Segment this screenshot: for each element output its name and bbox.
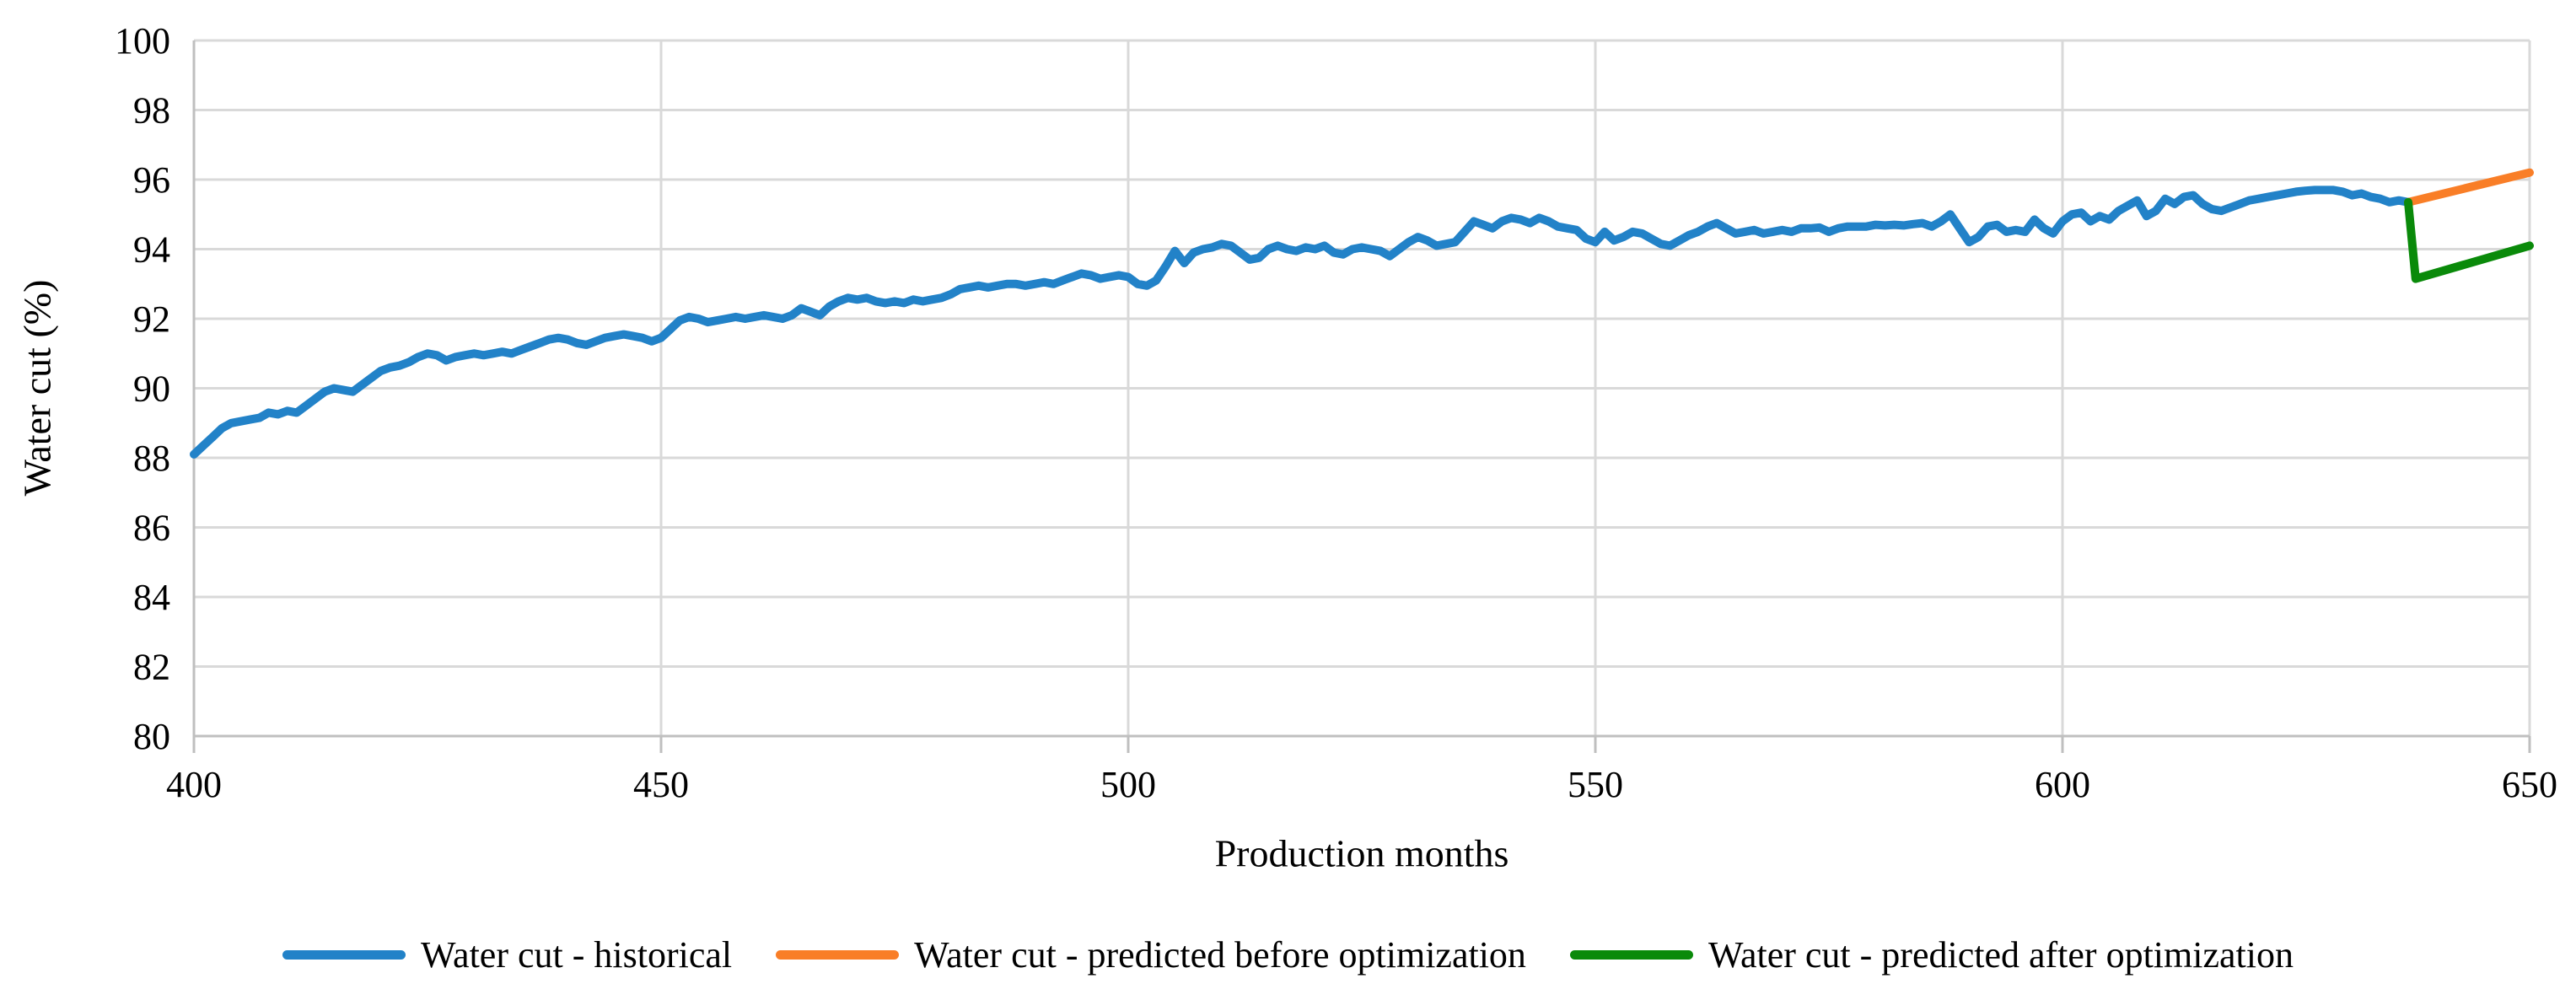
x-tick-label-550: 550 xyxy=(1568,764,1623,805)
legend-item-historical: Water cut - historical xyxy=(282,933,732,976)
legend-item-predicted-before: Water cut - predicted before optimizatio… xyxy=(776,933,1526,976)
y-axis-title: Water cut (%) xyxy=(15,279,59,497)
y-tick-label-80: 80 xyxy=(133,716,170,757)
chart-legend: Water cut - historical Water cut - predi… xyxy=(0,924,2576,985)
x-axis-title: Production months xyxy=(1214,831,1509,875)
x-tick-label-600: 600 xyxy=(2035,764,2090,805)
legend-label-historical: Water cut - historical xyxy=(421,933,733,976)
y-tick-label-100: 100 xyxy=(115,20,170,62)
predicted-after-line-swatch xyxy=(1569,949,1693,960)
legend-label-predicted-before: Water cut - predicted before optimizatio… xyxy=(914,933,1526,976)
x-tick-label-650: 650 xyxy=(2502,764,2557,805)
y-tick-label-86: 86 xyxy=(133,508,170,549)
y-tick-label-94: 94 xyxy=(133,229,170,271)
x-tick-label-450: 450 xyxy=(633,764,689,805)
y-tick-label-92: 92 xyxy=(133,298,170,340)
predicted-before-line-swatch xyxy=(776,949,900,960)
y-tick-label-96: 96 xyxy=(133,159,170,201)
x-tick-label-500: 500 xyxy=(1100,764,1156,805)
series-line-2 xyxy=(2404,197,2534,283)
legend-label-predicted-after: Water cut - predicted after optimization xyxy=(1707,933,2294,976)
y-tick-label-98: 98 xyxy=(133,90,170,132)
series-line-1 xyxy=(2404,168,2534,207)
legend-item-predicted-after: Water cut - predicted after optimization xyxy=(1569,933,2294,976)
y-tick-label-84: 84 xyxy=(133,577,170,618)
series-line-0 xyxy=(190,185,2412,459)
historical-line-swatch xyxy=(282,949,406,960)
x-tick-label-400: 400 xyxy=(166,764,222,805)
y-tick-label-88: 88 xyxy=(133,438,170,479)
y-tick-label-82: 82 xyxy=(133,647,170,688)
y-tick-label-90: 90 xyxy=(133,368,170,410)
